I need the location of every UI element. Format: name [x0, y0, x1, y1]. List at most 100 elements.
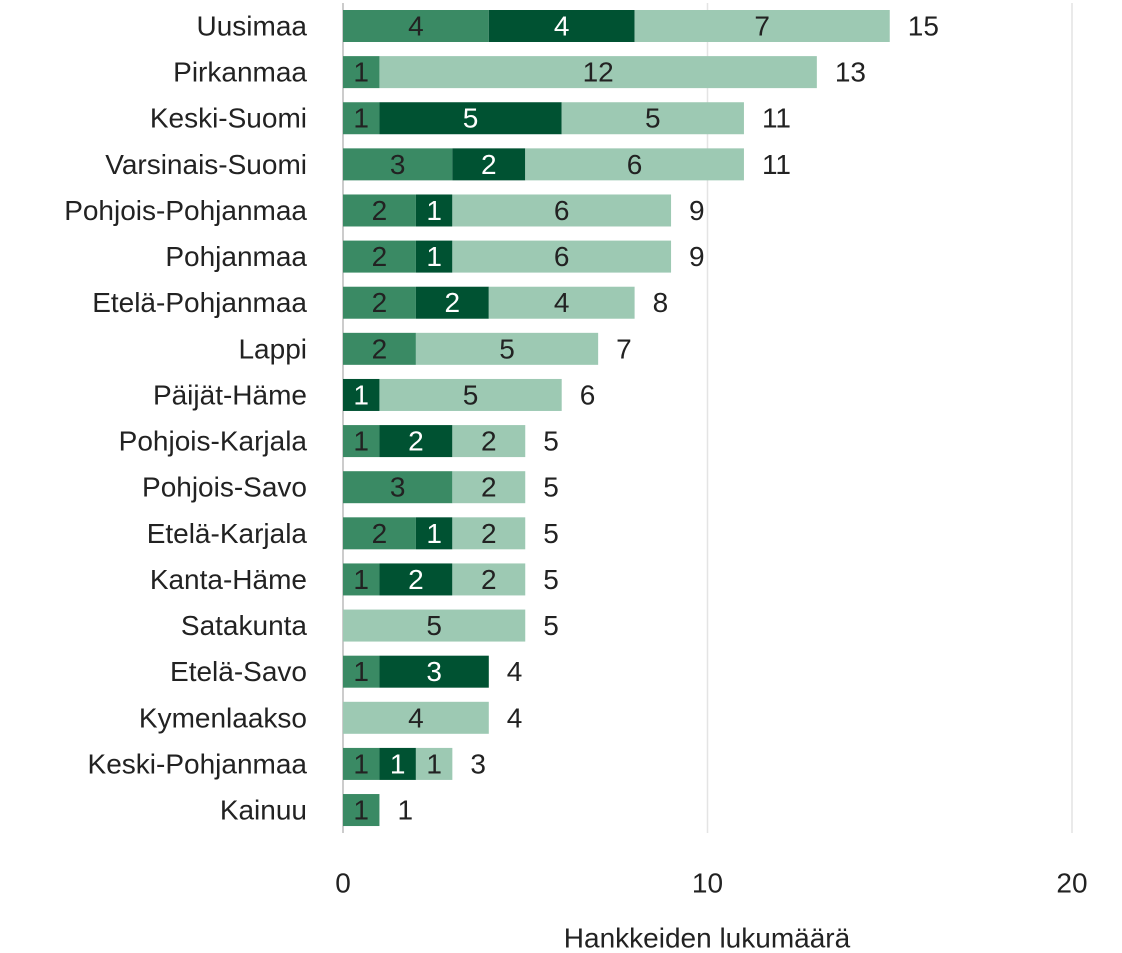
data-label: 1 [426, 195, 442, 226]
y-tick-label: Varsinais-Suomi [105, 149, 307, 180]
data-label: 4 [554, 287, 570, 318]
data-label: 1 [353, 379, 369, 410]
bar-segment [379, 563, 453, 596]
y-tick-label: Etelä-Savo [170, 656, 307, 687]
bar-segment [415, 286, 489, 319]
bar-segment [452, 517, 526, 550]
total-label: 3 [470, 748, 486, 779]
data-label: 1 [426, 518, 442, 549]
bar-segment [452, 148, 526, 181]
bar-segment [415, 240, 453, 273]
data-label: 6 [554, 195, 570, 226]
total-label: 5 [543, 610, 559, 641]
total-label: 7 [616, 333, 632, 364]
bar-segment [343, 425, 380, 458]
total-label: 1 [397, 795, 413, 826]
data-label: 1 [353, 564, 369, 595]
data-label: 2 [408, 426, 424, 457]
data-label: 5 [463, 379, 479, 410]
total-label: 5 [543, 564, 559, 595]
bar-segment [343, 194, 416, 227]
data-label: 1 [353, 426, 369, 457]
bar-segment [379, 378, 562, 411]
total-label: 9 [689, 195, 705, 226]
bar-segment [343, 102, 380, 135]
data-label: 2 [445, 287, 461, 318]
bar-segment [488, 286, 635, 319]
bar-segment [561, 102, 744, 135]
bar-segment [379, 425, 453, 458]
bar-segment [379, 56, 817, 89]
data-label: 2 [372, 241, 388, 272]
data-label: 3 [390, 149, 406, 180]
data-label: 2 [481, 426, 497, 457]
bar-segment [525, 148, 744, 181]
bar-segment [452, 194, 672, 227]
bar-segment [343, 747, 380, 780]
bar-segment [343, 56, 380, 89]
bar-segment [343, 332, 416, 365]
data-label: 1 [426, 241, 442, 272]
x-axis-label: Hankkeiden lukumäärä [564, 923, 851, 953]
y-tick-label: Kanta-Häme [150, 564, 307, 595]
y-tick-label: Satakunta [181, 610, 308, 641]
bar-segment [379, 102, 562, 135]
bar-segment [343, 471, 453, 504]
data-label: 3 [390, 472, 406, 503]
data-label: 1 [353, 103, 369, 134]
y-tick-label: Etelä-Pohjanmaa [92, 287, 307, 318]
data-label: 2 [481, 518, 497, 549]
data-label: 2 [481, 472, 497, 503]
y-tick-label: Pohjois-Pohjanmaa [64, 195, 307, 226]
y-tick-label: Keski-Pohjanmaa [88, 748, 308, 779]
bar-segment [452, 425, 526, 458]
data-label: 1 [426, 748, 442, 779]
y-tick-label: Pirkanmaa [173, 57, 307, 88]
bar-segment [415, 747, 453, 780]
y-tick-label: Pohjois-Karjala [119, 426, 308, 457]
total-label: 15 [908, 11, 939, 42]
total-label: 5 [543, 472, 559, 503]
data-label: 4 [408, 702, 424, 733]
y-tick-label: Kainuu [220, 795, 307, 826]
bar-segment [452, 240, 672, 273]
data-label: 7 [754, 11, 770, 42]
y-tick-label: Päijät-Häme [153, 379, 307, 410]
bar-segment [343, 148, 453, 181]
total-label: 5 [543, 426, 559, 457]
bar-segment [343, 10, 489, 42]
bar-segment [379, 655, 489, 688]
total-label: 8 [653, 287, 669, 318]
data-label: 4 [408, 11, 424, 42]
data-label: 2 [408, 564, 424, 595]
total-label: 4 [507, 656, 523, 687]
bar-segment [379, 747, 416, 780]
bar-segment [343, 655, 380, 688]
data-label: 2 [372, 518, 388, 549]
x-tick-label: 20 [1056, 868, 1087, 899]
data-label: 3 [426, 656, 442, 687]
total-label: 6 [580, 379, 596, 410]
data-label: 1 [390, 748, 406, 779]
data-label: 5 [426, 610, 442, 641]
total-label: 4 [507, 702, 523, 733]
data-label: 5 [499, 333, 515, 364]
data-label: 2 [481, 149, 497, 180]
bar-segment [415, 517, 453, 550]
data-label: 6 [554, 241, 570, 272]
bar-segment [452, 563, 526, 596]
data-label: 6 [627, 149, 643, 180]
data-label: 12 [583, 57, 614, 88]
y-tick-label: Pohjanmaa [165, 241, 307, 272]
data-label: 2 [481, 564, 497, 595]
data-label: 2 [372, 195, 388, 226]
total-label: 5 [543, 518, 559, 549]
data-label: 5 [463, 103, 479, 134]
total-label: 9 [689, 241, 705, 272]
total-label: 11 [762, 103, 791, 134]
bar-segment [343, 794, 380, 827]
bar-segment [343, 563, 380, 596]
y-tick-label: Etelä-Karjala [147, 518, 308, 549]
bar-segment [415, 332, 599, 365]
